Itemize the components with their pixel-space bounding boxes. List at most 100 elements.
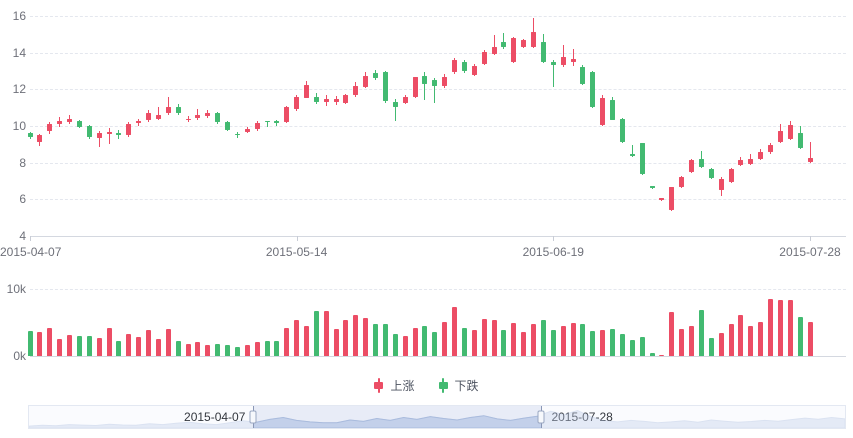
candle[interactable]: [136, 120, 142, 124]
volume-bar[interactable]: [550, 330, 556, 356]
volume-bar[interactable]: [27, 331, 33, 356]
volume-bar[interactable]: [373, 324, 379, 356]
volume-bar[interactable]: [402, 335, 408, 357]
candle[interactable]: [738, 160, 744, 166]
candle[interactable]: [57, 120, 63, 125]
candle[interactable]: [580, 67, 586, 84]
volume-bar[interactable]: [422, 326, 428, 356]
volume-bar[interactable]: [531, 324, 536, 356]
volume-bar[interactable]: [748, 326, 754, 356]
volume-bar[interactable]: [106, 327, 112, 356]
volume-bar[interactable]: [570, 322, 576, 356]
volume-bar[interactable]: [323, 311, 329, 356]
volume-bar[interactable]: [353, 314, 359, 356]
candle[interactable]: [689, 160, 694, 172]
volume-bar[interactable]: [580, 324, 586, 356]
volume-bar[interactable]: [807, 322, 813, 357]
volume-bar[interactable]: [689, 326, 694, 356]
volume-bar[interactable]: [432, 332, 438, 356]
volume-bar[interactable]: [165, 329, 171, 356]
volume-bar[interactable]: [343, 320, 349, 356]
candle[interactable]: [610, 100, 615, 120]
candle[interactable]: [333, 99, 339, 103]
candle[interactable]: [560, 57, 566, 66]
volume-bar[interactable]: [600, 329, 606, 356]
volume-bar[interactable]: [382, 323, 388, 356]
volume-bar[interactable]: [777, 300, 783, 356]
datazoom-handle-right[interactable]: [537, 406, 545, 428]
volume-bar[interactable]: [155, 339, 161, 356]
candle[interactable]: [412, 77, 418, 97]
candle[interactable]: [718, 178, 724, 191]
volume-bar[interactable]: [284, 327, 290, 356]
volume-bar[interactable]: [649, 353, 655, 356]
volume-bar[interactable]: [797, 316, 803, 356]
volume-bar[interactable]: [294, 320, 300, 356]
volume-bar[interactable]: [57, 339, 63, 356]
candle[interactable]: [728, 168, 734, 182]
candle[interactable]: [758, 151, 764, 159]
datazoom-handle-right-grip[interactable]: [537, 410, 545, 424]
candle[interactable]: [343, 94, 349, 103]
candle[interactable]: [215, 113, 221, 123]
volume-bar[interactable]: [619, 334, 625, 356]
candle[interactable]: [67, 118, 72, 123]
volume-bar[interactable]: [669, 312, 675, 356]
volume-bar[interactable]: [728, 324, 734, 356]
candle[interactable]: [234, 134, 240, 136]
volume-bar[interactable]: [244, 344, 250, 356]
datazoom-window[interactable]: [253, 406, 542, 428]
candle[interactable]: [284, 106, 290, 123]
volume-bar[interactable]: [718, 333, 724, 356]
volume-bar[interactable]: [768, 299, 773, 356]
candle[interactable]: [422, 75, 428, 84]
candle[interactable]: [649, 186, 655, 188]
volume-bar[interactable]: [333, 329, 339, 356]
volume-bar[interactable]: [47, 327, 53, 356]
volume-bar[interactable]: [215, 343, 221, 357]
volume-bar[interactable]: [521, 332, 527, 356]
volume-bar[interactable]: [639, 337, 645, 356]
volume-bar[interactable]: [37, 332, 43, 356]
volume-bar[interactable]: [225, 344, 230, 356]
volume-bar[interactable]: [313, 310, 319, 356]
candle[interactable]: [304, 84, 309, 98]
volume-bar[interactable]: [629, 339, 635, 356]
volume-bar[interactable]: [698, 310, 704, 356]
volume-bar[interactable]: [501, 329, 507, 356]
candle[interactable]: [442, 76, 448, 86]
candle[interactable]: [797, 133, 803, 148]
candle[interactable]: [777, 130, 783, 142]
volume-bar[interactable]: [175, 340, 181, 356]
volume-bar[interactable]: [610, 329, 615, 356]
candle[interactable]: [708, 168, 714, 179]
candle[interactable]: [313, 96, 319, 103]
volume-bar[interactable]: [590, 331, 596, 356]
candle[interactable]: [175, 106, 181, 114]
legend-item-down[interactable]: 下跌: [438, 377, 479, 394]
candle[interactable]: [481, 51, 487, 64]
volume-bar[interactable]: [146, 330, 151, 356]
candle[interactable]: [264, 120, 270, 122]
volume-bar[interactable]: [461, 327, 467, 356]
volume-bar[interactable]: [76, 336, 82, 356]
candle[interactable]: [294, 96, 300, 110]
candle[interactable]: [521, 39, 527, 48]
volume-bar[interactable]: [274, 340, 280, 356]
candle[interactable]: [679, 177, 685, 188]
candle[interactable]: [116, 133, 122, 136]
legend-item-up[interactable]: 上涨: [374, 377, 415, 394]
volume-bar[interactable]: [86, 335, 92, 357]
candle[interactable]: [461, 61, 467, 71]
volume-bar[interactable]: [491, 320, 497, 356]
volume-bar[interactable]: [96, 338, 102, 356]
candle[interactable]: [146, 113, 151, 121]
candle[interactable]: [600, 97, 606, 126]
candle[interactable]: [511, 38, 517, 62]
candle[interactable]: [659, 198, 665, 200]
volume-bar[interactable]: [540, 320, 546, 356]
candle[interactable]: [363, 75, 369, 87]
volume-bar[interactable]: [205, 344, 211, 356]
candle[interactable]: [550, 61, 556, 65]
volume-bar[interactable]: [471, 330, 477, 356]
